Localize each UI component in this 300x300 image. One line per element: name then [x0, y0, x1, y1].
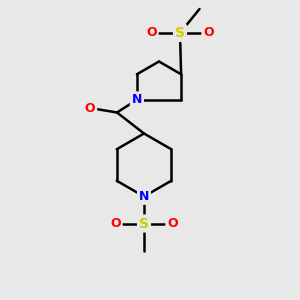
Text: N: N	[139, 190, 149, 203]
Text: S: S	[139, 217, 149, 230]
Text: O: O	[85, 101, 95, 115]
Text: O: O	[167, 217, 178, 230]
Text: N: N	[132, 93, 142, 106]
Text: O: O	[146, 26, 157, 40]
Text: O: O	[203, 26, 214, 40]
Text: S: S	[175, 26, 185, 40]
Text: O: O	[110, 217, 121, 230]
